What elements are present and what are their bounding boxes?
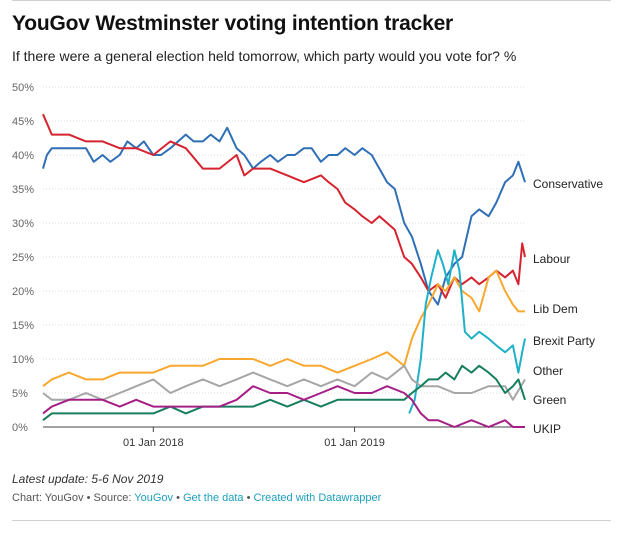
get-data-link[interactable]: Get the data [183, 492, 244, 504]
latest-update-note: Latest update: 5-6 Nov 2019 [12, 472, 164, 486]
series-label-other: Other [533, 364, 563, 378]
separator: • [243, 492, 254, 504]
series-labels: Conservative Labour Lib Dem Brexit Party Oth… [533, 177, 603, 436]
chart-title: YouGov Westminster voting intention trac… [12, 12, 454, 35]
series-line-conservative [42, 126, 526, 306]
chart-subtitle: If there were a general election held to… [12, 48, 517, 64]
x-tick-label: 01 Jan 2018 [123, 437, 184, 449]
series-line-other [42, 364, 526, 401]
source-link[interactable]: YouGov [134, 492, 174, 504]
series-lines [42, 113, 526, 428]
top-divider [12, 0, 611, 1]
y-tick-label: 10% [12, 354, 34, 366]
series-line-ukip [42, 385, 525, 428]
source-line: Chart: YouGov • Source: YouGov • Get the… [12, 492, 381, 504]
series-label-green: Green [533, 393, 566, 407]
y-tick-label: 50% [12, 82, 34, 94]
x-axis-ticks: 01 Jan 2018 01 Jan 2019 [123, 427, 385, 449]
x-tick-label: 01 Jan 2019 [324, 437, 385, 449]
source-prefix: Chart: YouGov • Source: [12, 492, 135, 504]
y-axis-ticks: 0% 5% 10% 15% 20% 25% 30% 35% 40% 45% 50% [12, 82, 34, 434]
y-tick-label: 25% [12, 252, 34, 264]
y-tick-label: 20% [12, 286, 34, 298]
series-label-brexit-party: Brexit Party [533, 334, 595, 348]
series-label-conservative: Conservative [533, 177, 603, 191]
y-tick-label: 15% [12, 320, 34, 332]
series-label-lib-dem: Lib Dem [533, 302, 578, 316]
series-line-lib-dem [42, 269, 525, 387]
y-tick-label: 5% [12, 388, 28, 400]
bottom-divider [12, 520, 611, 521]
series-line-labour [42, 113, 526, 299]
series-label-ukip: UKIP [533, 422, 561, 436]
y-tick-label: 35% [12, 184, 34, 196]
series-label-labour: Labour [533, 252, 570, 266]
y-tick-label: 40% [12, 150, 34, 162]
y-tick-label: 45% [12, 116, 34, 128]
series-line-brexit-party [408, 249, 526, 414]
series-line-green [42, 364, 526, 421]
datawrapper-link[interactable]: Created with Datawrapper [253, 492, 382, 504]
separator: • [173, 492, 183, 504]
y-tick-label: 0% [12, 422, 28, 434]
line-chart: 0% 5% 10% 15% 20% 25% 30% 35% 40% 45% 50% 01 Jan 2… [12, 82, 603, 449]
y-tick-label: 30% [12, 218, 34, 230]
